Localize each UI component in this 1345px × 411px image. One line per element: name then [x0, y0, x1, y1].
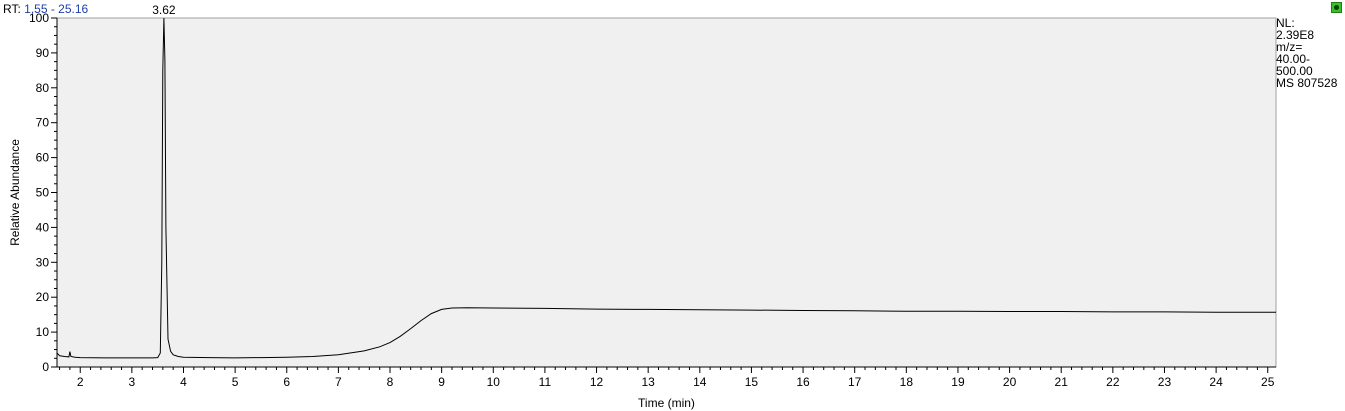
y-tick-label: 50: [36, 186, 50, 200]
x-axis: 2 3 4 5 6 7 8 9 10 11 12 13 14 15 16 17 18 19 20 21 22 23 24 25: [57, 366, 1276, 389]
y-axis: 0 10 20 30 40 50 60 70 80 90 100: [29, 11, 58, 374]
y-tick-label: 100: [29, 11, 49, 25]
x-tick-label: 8: [387, 375, 394, 389]
x-tick-label: 7: [335, 375, 342, 389]
x-tick-label: 18: [900, 375, 914, 389]
peak-label: 3.62: [152, 3, 176, 17]
y-axis-title: Relative Abundance: [8, 139, 22, 246]
mz-label: m/z=: [1276, 40, 1303, 54]
rt-label: RT:: [3, 2, 21, 16]
x-tick-label: 12: [590, 375, 604, 389]
scan-filter: MS 807528: [1276, 76, 1338, 90]
x-tick-label: 14: [693, 375, 707, 389]
rt-range-value: 1.55 - 25.16: [24, 2, 89, 16]
y-tick-label: 90: [36, 46, 50, 60]
nl-label: NL:: [1276, 16, 1295, 30]
mz-range-end: 500.00: [1276, 64, 1313, 78]
y-tick-label: 0: [42, 360, 49, 374]
x-tick-label: 17: [848, 375, 862, 389]
status-icon[interactable]: [1331, 2, 1342, 13]
y-tick-label: 20: [36, 290, 50, 304]
y-tick-label: 80: [36, 81, 50, 95]
x-tick-label: 20: [1003, 375, 1017, 389]
x-tick-label: 3: [129, 375, 136, 389]
x-tick-label: 19: [951, 375, 965, 389]
x-tick-label: 10: [487, 375, 501, 389]
scan-info: NL: 2.39E8 m/z= 40.00- 500.00 MS 807528: [1276, 17, 1337, 89]
x-tick-label: 25: [1261, 375, 1275, 389]
x-axis-title: Time (min): [638, 396, 695, 410]
rt-range-header: RT: 1.55 - 25.16: [3, 2, 88, 16]
x-tick-label: 9: [438, 375, 445, 389]
x-tick-label: 5: [232, 375, 239, 389]
y-tick-label: 10: [36, 325, 50, 339]
x-tick-label: 16: [796, 375, 810, 389]
x-tick-label: 22: [1106, 375, 1120, 389]
x-tick-label: 6: [283, 375, 290, 389]
y-tick-label: 30: [36, 255, 50, 269]
plot-area: [56, 17, 1277, 368]
nl-value: 2.39E8: [1276, 28, 1315, 42]
x-tick-label: 13: [641, 375, 655, 389]
x-tick-label: 15: [745, 375, 759, 389]
y-tick-label: 60: [36, 151, 50, 165]
x-tick-label: 2: [77, 375, 84, 389]
chromatogram-trace: [56, 17, 1276, 359]
x-tick-label: 11: [539, 375, 552, 389]
x-tick-label: 24: [1209, 375, 1223, 389]
y-tick-label: 70: [36, 116, 50, 130]
mz-range-start: 40.00-: [1276, 52, 1311, 66]
x-tick-label: 23: [1158, 375, 1172, 389]
peak-labels: 3.62: [152, 3, 176, 17]
x-tick-label: 4: [180, 375, 187, 389]
x-tick-label: 21: [1055, 375, 1069, 389]
y-tick-label: 40: [36, 220, 50, 234]
